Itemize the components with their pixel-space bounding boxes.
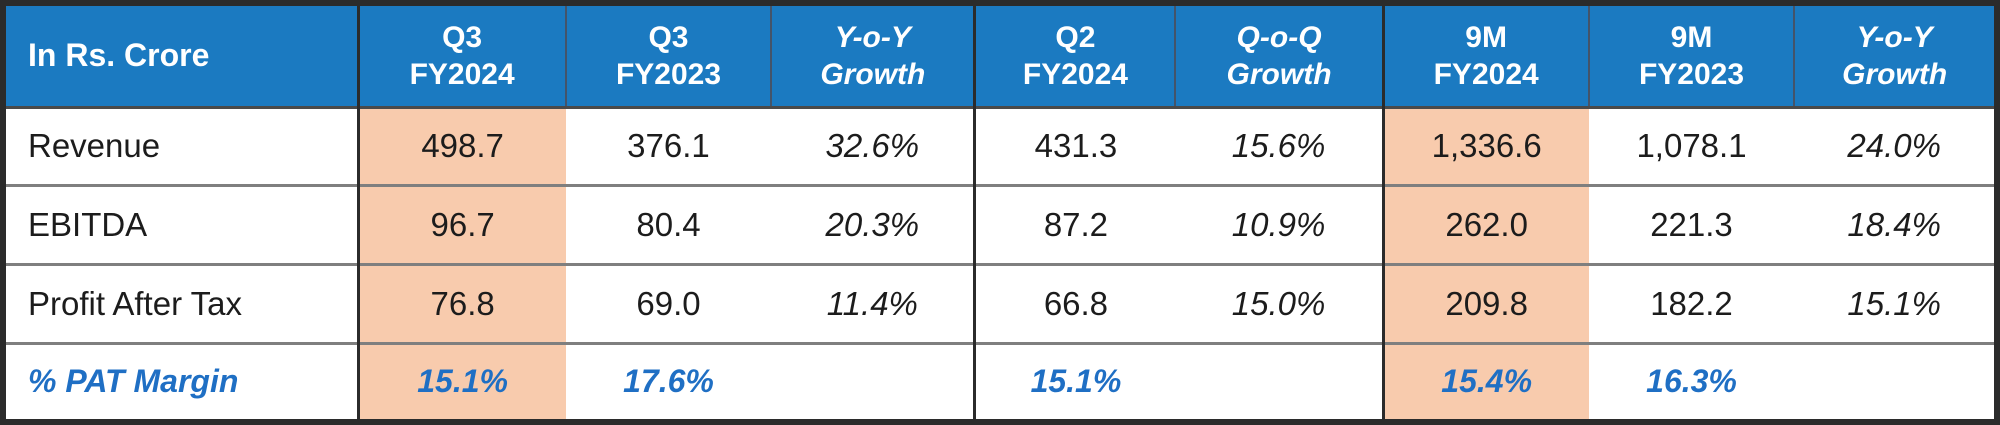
col-header-9m-fy2023: 9M FY2023 (1587, 3, 1795, 107)
cell-margin-q2fy2024: 15.1% (973, 343, 1176, 422)
cell-ebitda-yoy-growth-9m: 18.4% (1847, 206, 1941, 244)
cell-ebitda-q2fy2024: 87.2 (973, 185, 1176, 265)
col-header-q2-fy2024: Q2 FY2024 (973, 3, 1176, 107)
header-line: Q3 (442, 20, 483, 54)
cell-ebitda-yoy-growth-q: 20.3% (825, 206, 920, 244)
header-line: 9M (1465, 20, 1507, 54)
row-ebitda: EBITDA 96.7 80.4 20.3% 87.2 10.9% 262.0 … (3, 185, 1997, 265)
cell-margin-yoy-growth-q (771, 343, 975, 422)
header-line: Growth (1842, 57, 1948, 91)
cell-margin-yoy-growth-9m (1794, 343, 1997, 422)
cell-margin-q3fy2024: 15.1% (356, 343, 566, 422)
header-line: Q-o-Q (1236, 20, 1322, 54)
cell-revenue-9mfy2024: 1,336.6 (1381, 107, 1589, 186)
cell-pat-q3fy2023: 69.0 (636, 284, 701, 322)
header-line: Y-o-Y (1856, 20, 1933, 54)
cell-ebitda-9mfy2024: 262.0 (1381, 185, 1589, 265)
cell-revenue-qoq-growth: 15.6% (1231, 127, 1326, 165)
col-header-qoq-growth: Q-o-Q Growth (1174, 3, 1384, 107)
cell-margin-9mfy2023: 16.3% (1646, 363, 1737, 400)
cell-pat-9mfy2024: 209.8 (1381, 264, 1589, 344)
cell-revenue-q3fy2023: 376.1 (627, 127, 710, 165)
cell-ebitda-q3fy2023: 80.4 (636, 206, 701, 244)
cell-pat-9mfy2023: 182.2 (1650, 284, 1733, 322)
cell-pat-yoy-growth-9m: 15.1% (1847, 284, 1941, 322)
col-header-yoy-growth-q: Y-o-Y Growth (770, 3, 975, 107)
row-revenue: Revenue 498.7 376.1 32.6% 431.3 15.6% 1,… (3, 107, 1997, 186)
header-line: FY2023 (1638, 57, 1745, 91)
cell-ebitda-qoq-growth: 10.9% (1231, 206, 1326, 244)
table-header: In Rs. Crore Q3 FY2024 Q3 FY2023 Y-o-Y G… (3, 3, 1997, 107)
header-line: FY2024 (409, 57, 515, 91)
cell-revenue-q2fy2024: 431.3 (973, 107, 1176, 186)
row-profit-after-tax: Profit After Tax 76.8 69.0 11.4% 66.8 15… (3, 264, 1997, 344)
cell-margin-q3fy2023: 17.6% (623, 363, 714, 400)
cell-margin-9mfy2024: 15.4% (1381, 343, 1589, 422)
cell-pat-yoy-growth-q: 11.4% (826, 284, 918, 322)
header-line: FY2024 (1022, 57, 1128, 91)
cell-ebitda-q3fy2024: 96.7 (356, 185, 566, 265)
col-header-9m-fy2024: 9M FY2024 (1381, 3, 1589, 107)
cell-ebitda-9mfy2023: 221.3 (1650, 206, 1733, 244)
cell-margin-qoq-growth (1175, 343, 1383, 422)
table-body: Revenue 498.7 376.1 32.6% 431.3 15.6% 1,… (3, 107, 1997, 422)
cell-revenue-9mfy2023: 1,078.1 (1636, 127, 1747, 165)
header-line: FY2023 (615, 57, 722, 91)
row-pat-margin: % PAT Margin 15.1% 17.6% 15.1% 15.4% 16.… (3, 343, 1997, 422)
col-header-yoy-growth-9m: Y-o-Y Growth (1793, 3, 1997, 107)
cell-pat-qoq-growth: 15.0% (1231, 284, 1326, 322)
header-line: Q3 (648, 20, 689, 54)
col-header-q3-fy2024: Q3 FY2024 (356, 3, 566, 107)
row-label-profit-after-tax: Profit After Tax (28, 284, 242, 322)
header-line: Y-o-Y (834, 20, 911, 54)
cell-revenue-q3fy2024: 498.7 (356, 107, 566, 186)
row-label-pat-margin: % PAT Margin (28, 363, 239, 400)
unit-label-header: In Rs. Crore (3, 3, 359, 107)
cell-pat-q3fy2024: 76.8 (356, 264, 566, 344)
row-label-ebitda: EBITDA (28, 206, 148, 244)
row-label-revenue: Revenue (28, 127, 161, 165)
header-line: Growth (1226, 57, 1332, 91)
col-header-q3-fy2023: Q3 FY2023 (564, 3, 772, 107)
cell-revenue-yoy-growth-9m: 24.0% (1847, 127, 1941, 165)
header-line: 9M (1670, 20, 1713, 54)
cell-pat-q2fy2024: 66.8 (973, 264, 1176, 344)
header-line: Growth (820, 57, 926, 91)
header-row: In Rs. Crore Q3 FY2024 Q3 FY2023 Y-o-Y G… (3, 3, 1997, 107)
cell-revenue-yoy-growth-q: 32.6% (825, 127, 920, 165)
header-line: FY2024 (1433, 57, 1539, 91)
header-line: Q2 (1055, 20, 1096, 54)
